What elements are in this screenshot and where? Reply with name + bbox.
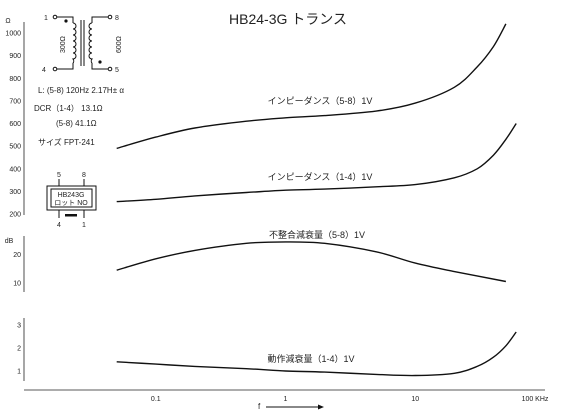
chart-title: HB24-3G トランス [229,11,347,27]
primary-winding [71,22,77,64]
mismatch_loss-series-1-line [116,241,507,283]
impedance-y-tick-800: 800 [9,76,21,83]
x-axis-arrow-head [318,404,324,410]
spec-size: サイズ FPT-241 [38,137,95,147]
package-pin-8: 8 [82,172,86,179]
impedance-y-tick-700: 700 [9,98,21,105]
secondary-polarity-dot [98,60,102,64]
schematic-pin-5: 5 [115,67,119,74]
pin-4-terminal [52,66,58,72]
package-pin-1: 1 [82,222,86,229]
impedance-series-2-line [116,123,517,203]
operating_loss-series-1-line [116,331,517,377]
impedance-unit-label: Ω [5,18,10,25]
spec-dcr-5-8: (5-8) 41.1Ω [56,119,97,128]
secondary-impedance-label: 600Ω [116,36,123,53]
impedance-series-2-label: インピーダンス（1-4）1V [268,171,373,182]
y-tick-labels: 1000 900 800 700 600 500 400 300 200 20 10 3 2 1 [5,31,21,376]
secondary-winding [88,22,94,64]
impedance-y-tick-200: 200 [9,212,21,219]
impedance-y-tick-400: 400 [9,166,21,173]
x-tick-10: 10 [411,396,419,403]
x-tick-1: 1 [284,396,288,403]
schematic-pin-4: 4 [42,67,46,74]
package-key-mark [65,214,77,217]
package-body-inner [50,188,93,208]
x-tick-100-KHz: 100 KHz [522,396,549,403]
x-tick-labels: 0.1 1 10 100 KHz [151,396,549,403]
operating_loss-y-tick-2: 2 [17,346,21,353]
package-pin-5: 5 [57,172,61,179]
curve-labels: インピーダンス（5-8）1V インピーダンス（1-4）1V 不整合減衰量（5-8）1… [267,95,372,364]
operating_loss-series-1-label: 動作減衰量（1-4）1V [267,353,354,364]
x-axis-label: f [258,402,261,411]
package-diagram: 5 8 HB243G ロット NO 4 1 [46,172,97,229]
mismatch_loss-y-tick-10: 10 [13,280,21,287]
transformer-schematic: 1 4 8 5 300Ω 600Ω [42,14,123,74]
impedance-series-1-label: インピーダンス（5-8）1V [268,95,373,106]
impedance-y-tick-1000: 1000 [5,31,21,38]
spec-inductance: L: (5-8) 120Hz 2.17H± α [38,86,124,95]
x-tick-0.1: 0.1 [151,396,161,403]
chart-curves [116,23,517,377]
impedance-y-tick-300: 300 [9,189,21,196]
pin-8-terminal [107,14,113,20]
impedance-y-tick-900: 900 [9,53,21,60]
package-pin-4: 4 [57,222,61,229]
impedance-y-tick-500: 500 [9,144,21,151]
primary-impedance-label: 300Ω [60,36,67,53]
primary-leads [57,16,74,70]
package-body-outer [46,185,97,211]
mismatch-unit-label: dB [5,238,14,245]
primary-polarity-dot [64,19,68,23]
mismatch_loss-series-1-label: 不整合減衰量（5-8）1V [269,229,365,240]
impedance-y-tick-600: 600 [9,121,21,128]
spec-dcr-1-4: DCR（1-4） 13.1Ω [34,104,103,113]
impedance-series-1-line [116,23,507,150]
schematic-pin-8: 8 [115,15,119,22]
mismatch_loss-y-tick-20: 20 [13,252,21,259]
pin-1-terminal [52,14,58,20]
pin-5-terminal [107,66,113,72]
package-model: HB243G [58,192,85,199]
package-lot: ロット NO [54,200,88,207]
secondary-leads [91,16,108,70]
operating_loss-y-tick-1: 1 [17,369,21,376]
operating_loss-y-tick-3: 3 [17,323,21,330]
schematic-pin-1: 1 [44,15,48,22]
